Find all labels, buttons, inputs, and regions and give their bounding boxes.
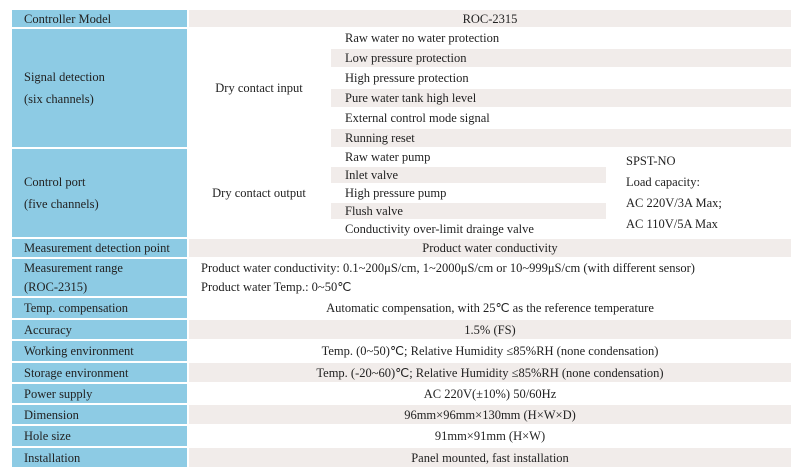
label-detection-point: Measurement detection point bbox=[10, 237, 189, 259]
value-power-supply: AC 220V(±10%) 50/60Hz bbox=[187, 382, 793, 405]
control-spec: SPST-NO Load capacity: AC 220V/3A Max; A… bbox=[606, 147, 793, 239]
signal-item: Raw water no water protection bbox=[329, 27, 793, 49]
control-item: Conductivity over-limit drainge valve bbox=[329, 219, 608, 239]
signal-item: Low pressure protection bbox=[329, 47, 793, 69]
label-storage-environment: Storage environment bbox=[10, 361, 189, 384]
label-line: (ROC-2315) bbox=[24, 280, 88, 294]
value-working-environment: Temp. (0~50)℃; Relative Humidity ≤85%RH … bbox=[187, 339, 793, 363]
label-dimension: Dimension bbox=[10, 403, 189, 426]
label-hole-size: Hole size bbox=[10, 424, 189, 448]
label-line: (five channels) bbox=[24, 197, 99, 211]
label-signal-detection: Signal detection (six channels) bbox=[10, 27, 189, 149]
label-working-environment: Working environment bbox=[10, 339, 189, 363]
value-hole-size: 91mm×91mm (H×W) bbox=[187, 424, 793, 448]
label-power-supply: Power supply bbox=[10, 382, 189, 405]
value-controller-model: ROC-2315 bbox=[187, 8, 793, 29]
value-installation: Panel mounted, fast installation bbox=[187, 446, 793, 469]
signal-item: External control mode signal bbox=[329, 107, 793, 129]
label-measurement-range: Measurement range (ROC-2315) bbox=[10, 257, 189, 298]
value-dimension: 96mm×96mm×130mm (H×W×D) bbox=[187, 403, 793, 426]
signal-item: High pressure protection bbox=[329, 67, 793, 89]
value-accuracy: 1.5% (FS) bbox=[187, 318, 793, 341]
value-line: Product water Temp.: 0~50℃ bbox=[201, 280, 352, 294]
label-line: Control port bbox=[24, 175, 86, 189]
label-installation: Installation bbox=[10, 446, 189, 469]
control-item: High pressure pump bbox=[329, 183, 608, 203]
label-line: Signal detection bbox=[24, 70, 105, 84]
control-item: Flush valve bbox=[329, 201, 608, 221]
spec-line: AC 220V/3A Max; bbox=[626, 196, 722, 210]
label-controller-model: Controller Model bbox=[10, 8, 189, 29]
signal-item: Pure water tank high level bbox=[329, 87, 793, 109]
spec-table: Controller Model ROC-2315 Signal detecti… bbox=[10, 8, 793, 469]
value-temp-compensation: Automatic compensation, with 25℃ as the … bbox=[187, 296, 793, 320]
control-type: Dry contact output bbox=[187, 147, 331, 239]
row-controller-model: Controller Model ROC-2315 bbox=[10, 8, 793, 29]
signal-item: Running reset bbox=[329, 127, 793, 149]
label-temp-compensation: Temp. compensation bbox=[10, 296, 189, 320]
label-line: (six channels) bbox=[24, 92, 94, 106]
control-item: Raw water pump bbox=[329, 147, 608, 167]
value-detection-point: Product water conductivity bbox=[187, 237, 793, 259]
label-line: Measurement range bbox=[24, 261, 123, 275]
spec-line: Load capacity: bbox=[626, 175, 700, 189]
value-measurement-range: Product water conductivity: 0.1~200μS/cm… bbox=[187, 257, 793, 298]
control-item: Inlet valve bbox=[329, 165, 608, 185]
label-control-port: Control port (five channels) bbox=[10, 147, 189, 239]
spec-line: AC 110V/5A Max bbox=[626, 217, 718, 231]
spec-line: SPST-NO bbox=[626, 154, 676, 168]
signal-type: Dry contact input bbox=[187, 27, 331, 149]
value-line: Product water conductivity: 0.1~200μS/cm… bbox=[201, 261, 695, 275]
label-accuracy: Accuracy bbox=[10, 318, 189, 341]
value-storage-environment: Temp. (-20~60)℃; Relative Humidity ≤85%R… bbox=[187, 361, 793, 384]
